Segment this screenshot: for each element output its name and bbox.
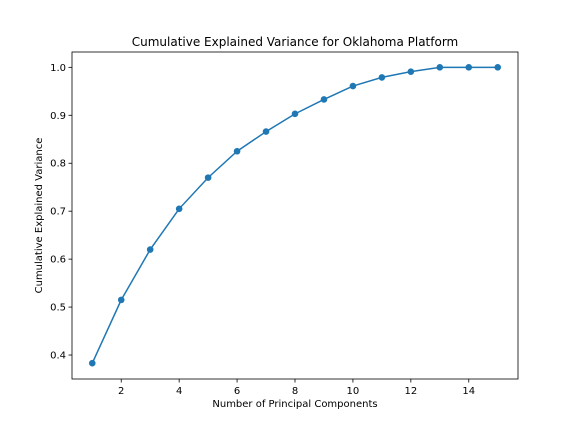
data-point	[262, 128, 270, 135]
data-point	[175, 205, 183, 213]
data-point	[320, 96, 328, 103]
plot-frame	[71, 51, 519, 380]
y-tick-label: 0.5	[50, 303, 66, 314]
y-axis-label: Cumulative Explained Variance	[34, 138, 45, 294]
x-tick-label: 10	[347, 386, 360, 397]
data-point	[146, 246, 154, 253]
x-tick-label: 4	[176, 386, 182, 397]
data-point	[378, 74, 386, 81]
y-tick-label: 0.7	[50, 207, 66, 218]
y-tick-label: 1.0	[50, 63, 66, 74]
x-tick-label: 14	[462, 386, 475, 397]
x-tick-label: 8	[292, 386, 298, 397]
chart-title: Cumulative Explained Variance for Oklaho…	[132, 35, 459, 49]
x-tick-label: 12	[404, 386, 417, 397]
x-axis-label: Number of Principal Components	[212, 399, 377, 410]
data-point	[407, 68, 415, 75]
data-point	[349, 82, 357, 90]
x-tick-label: 6	[234, 386, 240, 397]
data-point	[88, 359, 96, 367]
data-point	[233, 147, 241, 155]
data-point	[204, 174, 212, 181]
data-point	[291, 110, 299, 118]
data-point	[465, 64, 473, 71]
y-tick-label: 0.8	[50, 159, 66, 170]
y-tick-label: 0.6	[50, 255, 66, 266]
data-point	[494, 64, 502, 71]
data-point	[117, 296, 125, 304]
x-tick-label: 2	[118, 386, 124, 397]
x-axis-ticks: 2 4 6 8 10 12 14	[118, 379, 475, 397]
y-tick-label: 0.4	[50, 351, 66, 362]
plot-layer	[88, 64, 502, 367]
y-axis-ticks: 0.4 0.5 0.6 0.7 0.8 0.9 1.0	[50, 63, 72, 362]
y-tick-label: 0.9	[50, 111, 66, 122]
data-point	[436, 64, 444, 71]
